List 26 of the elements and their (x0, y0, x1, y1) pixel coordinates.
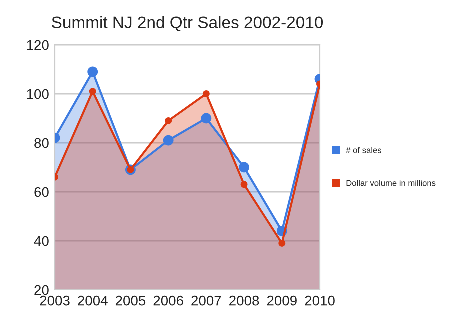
legend-label: Dollar volume in millions (346, 180, 436, 186)
y-tick-label: 120 (27, 40, 49, 50)
x-tick-label: 2004 (78, 296, 108, 306)
x-tick-label: 2005 (116, 296, 146, 306)
point (240, 181, 248, 188)
point (88, 66, 98, 78)
y-tick-label: 80 (34, 138, 49, 148)
point (163, 135, 174, 146)
point (89, 88, 96, 96)
point (201, 113, 212, 124)
y-tick-label: 100 (27, 89, 49, 100)
point (239, 162, 250, 173)
y-tick-label: 20 (34, 285, 49, 296)
x-tick-label: 2006 (154, 296, 184, 306)
y-tick-label: 60 (34, 187, 49, 198)
point (165, 117, 172, 124)
y-tick-label: 40 (34, 236, 49, 246)
point (202, 90, 210, 98)
chart-title: Summit NJ 2nd Qtr Sales 2002-2010 (52, 16, 324, 32)
legend-label: # of sales (346, 147, 382, 154)
x-tick-label: 2010 (305, 296, 335, 306)
x-tick-label: 2007 (192, 296, 222, 306)
x-tick-label: 2009 (267, 296, 297, 306)
x-tick-label: 2008 (230, 296, 260, 306)
point (278, 240, 286, 247)
x-tick-label: 2003 (40, 296, 70, 306)
